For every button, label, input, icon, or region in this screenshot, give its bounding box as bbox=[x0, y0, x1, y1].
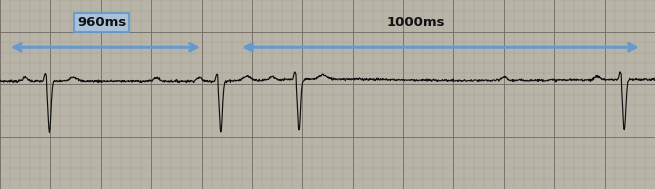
Text: 960ms: 960ms bbox=[77, 16, 126, 29]
Text: 1000ms: 1000ms bbox=[386, 16, 445, 29]
